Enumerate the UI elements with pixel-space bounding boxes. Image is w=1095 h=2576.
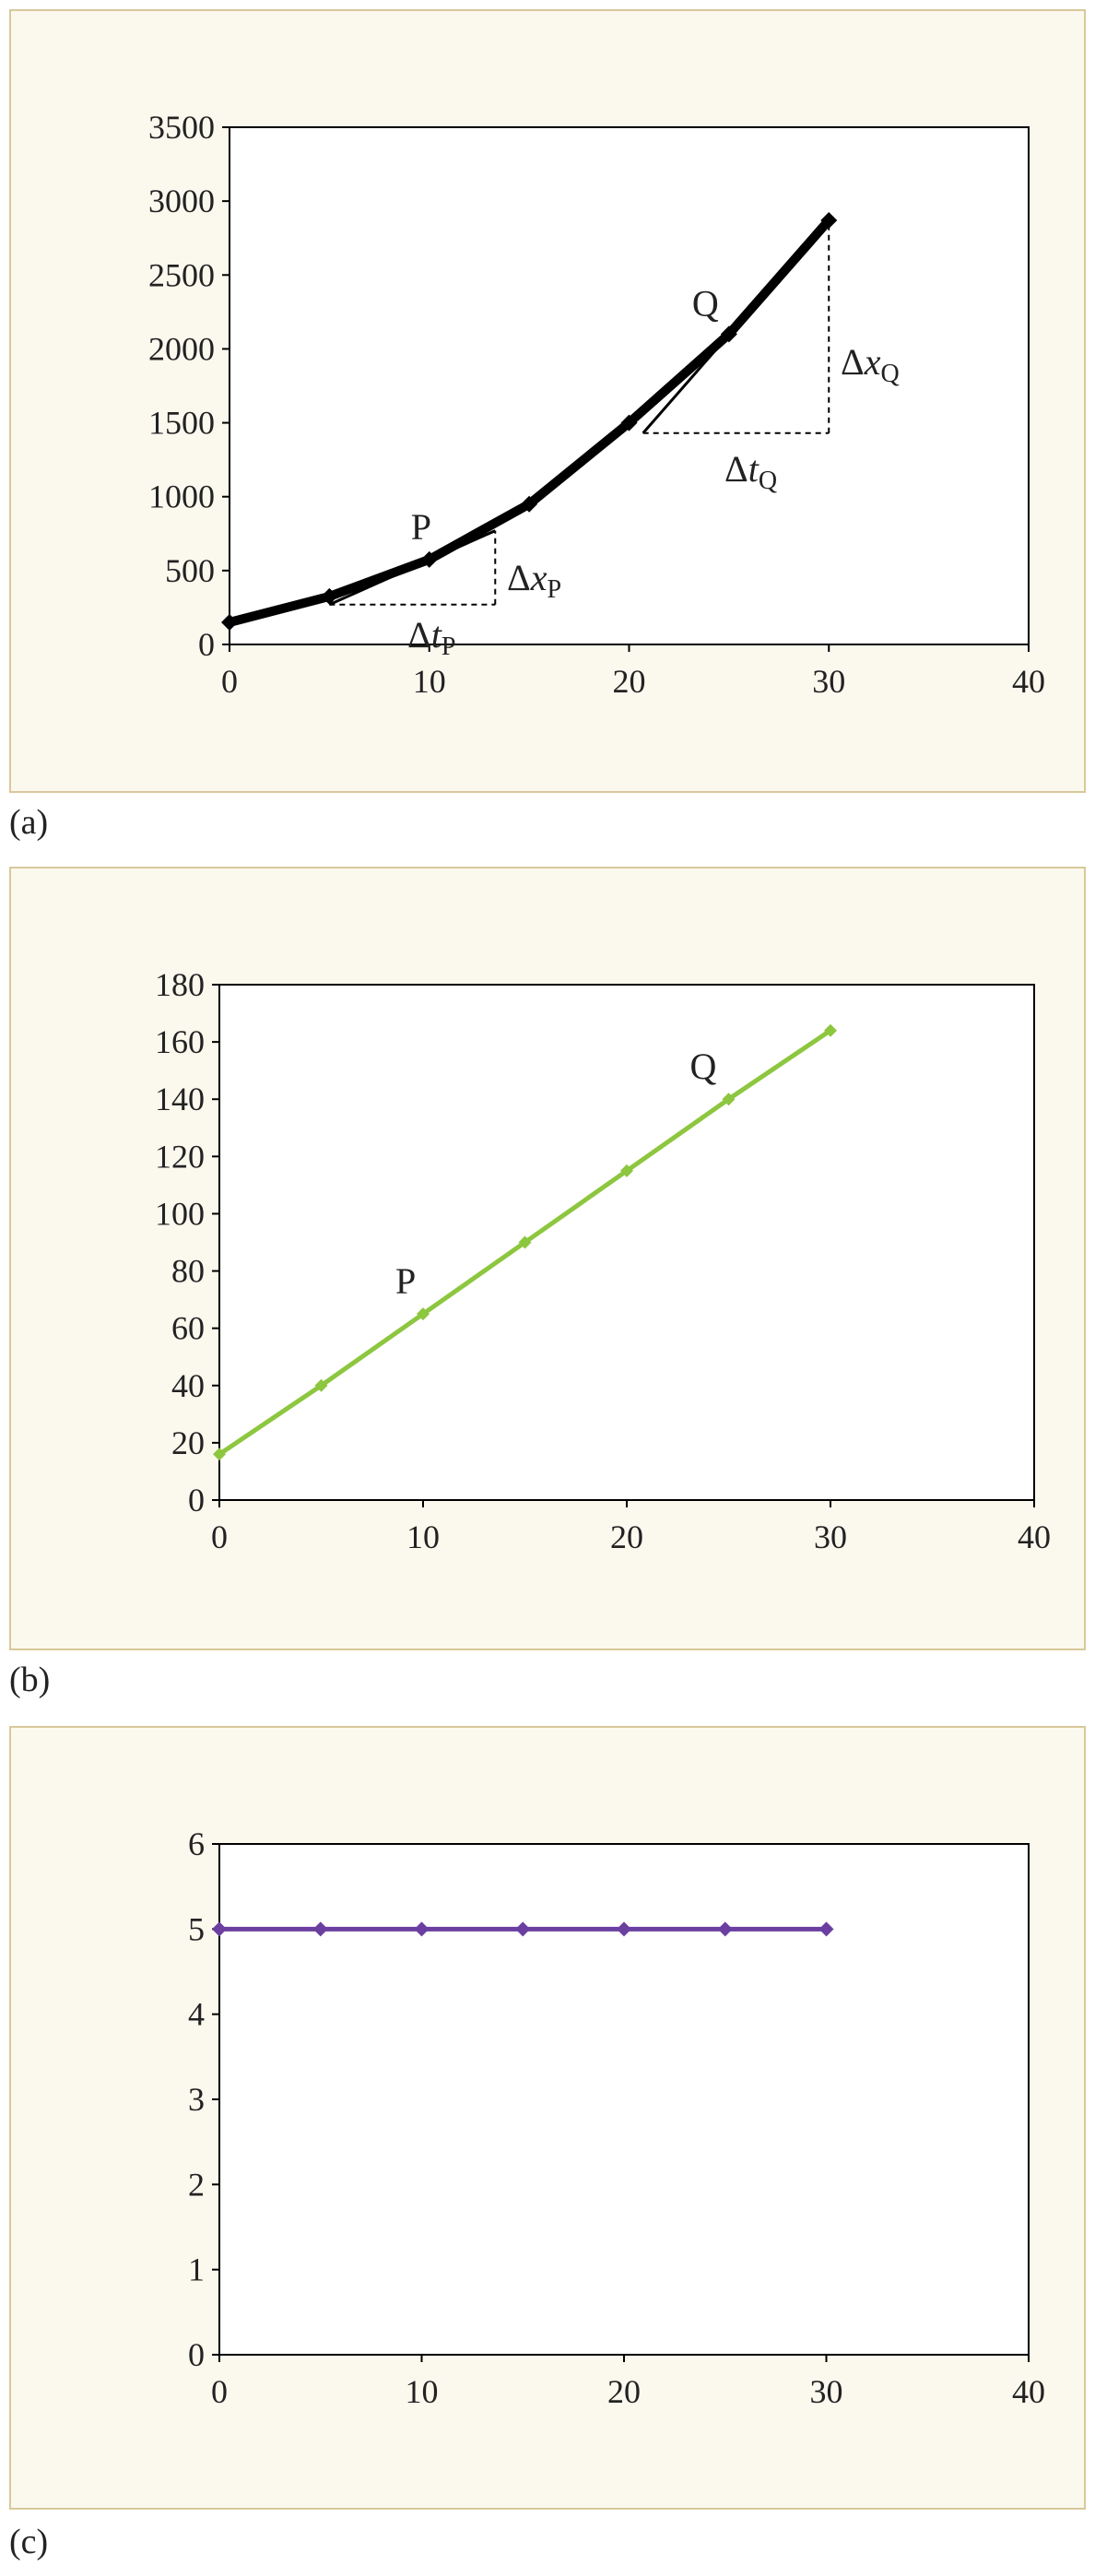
data-point (420, 550, 438, 568)
y-tick-label: 20 (171, 1424, 205, 1461)
y-tick-label: 0 (198, 626, 215, 663)
y-tick-label: 40 (171, 1367, 205, 1404)
y-tick-label: 180 (155, 966, 205, 1003)
x-tick-label: 20 (607, 2373, 641, 2410)
data-point (518, 1235, 532, 1249)
annotation-subscript: Q (759, 467, 777, 495)
plot-area-b (218, 984, 1035, 1501)
annotation-variable: t (748, 448, 759, 490)
annotation-subscript: P (548, 575, 562, 604)
y-tick-label: 500 (165, 552, 215, 589)
y-tick-label: 3000 (148, 183, 215, 219)
data-point (312, 1921, 328, 1937)
annotation-subscript: P (442, 632, 456, 661)
panel-label-b: (b) (9, 1660, 51, 1699)
chart-c-svg: 0 1 2 3 4 5 6 0 10 20 30 40 (188, 1826, 1045, 2410)
y-tick-label: 80 (171, 1253, 205, 1290)
x-tick-label: 30 (812, 663, 845, 700)
data-point (414, 1921, 430, 1937)
chart-panel-a: 0 500 1000 1500 2000 2500 3000 3500 0 10 20 30 40 P Q Δ… (9, 9, 1086, 793)
annotation-subscript: Q (881, 360, 900, 388)
y-tick-label: 100 (155, 1195, 205, 1232)
chart-panel-b: 0 20 40 60 80 100 120 140 160 180 0 10 20 30 40 P Q (9, 867, 1086, 1650)
panel-label-a: (a) (9, 803, 49, 842)
data-point (417, 1307, 430, 1321)
x-tick-label: 0 (211, 2373, 228, 2410)
y-tick-label: 1 (188, 2251, 205, 2288)
x-tick-label: 40 (1012, 663, 1045, 700)
data-point (717, 1921, 733, 1937)
y-tick-label: 0 (188, 1482, 205, 1518)
x-tick-label: 10 (413, 663, 446, 700)
y-tick-label: 1500 (148, 405, 215, 442)
annotation-variable: x (530, 557, 548, 598)
x-tick-label: 0 (211, 1518, 228, 1555)
x-tick-label: 30 (814, 1518, 847, 1555)
annotation-delta-symbol: Δ (724, 448, 748, 490)
plot-area-c (218, 1843, 1030, 2356)
chart-b-svg: 0 20 40 60 80 100 120 140 160 180 0 10 20 30 40 P Q (155, 966, 1051, 1555)
annotation-delta-symbol: Δ (407, 614, 431, 656)
point-label-q: Q (692, 282, 719, 324)
data-point (213, 1448, 226, 1461)
y-tick-label: 1000 (148, 479, 215, 515)
annotation-delta-symbol: Δ (841, 341, 865, 383)
point-label-q: Q (690, 1046, 717, 1087)
data-point (321, 587, 338, 605)
data-point (818, 1921, 834, 1937)
y-tick-label: 6 (188, 1826, 205, 1862)
y-tick-label: 4 (188, 1996, 205, 2033)
data-point (212, 1921, 227, 1937)
data-point (824, 1023, 837, 1037)
y-tick-label: 160 (155, 1023, 205, 1060)
annotation-delta-symbol: Δ (507, 557, 531, 598)
data-point (521, 495, 538, 513)
panel-label-c: (c) (9, 2523, 49, 2561)
data-point (617, 1921, 631, 1937)
x-tick-label: 40 (1018, 1518, 1051, 1555)
data-point (314, 1378, 328, 1392)
y-tick-label: 60 (171, 1310, 205, 1347)
point-label-p: P (411, 506, 431, 548)
x-tick-label: 30 (810, 2373, 843, 2410)
data-point (515, 1921, 531, 1937)
data-point (221, 613, 238, 631)
x-tick-label: 20 (610, 1518, 643, 1555)
y-tick-label: 2500 (148, 256, 215, 293)
plot-area-a (229, 126, 1030, 645)
y-tick-label: 2 (188, 2166, 205, 2203)
data-point (722, 1093, 736, 1106)
y-tick-label: 5 (188, 1910, 205, 1947)
data-point (620, 414, 638, 431)
annotation-variable: t (431, 614, 442, 656)
x-tick-label: 10 (406, 2373, 439, 2410)
x-tick-label: 20 (613, 663, 646, 700)
x-tick-label: 0 (221, 663, 238, 700)
annotation-dx-q: ΔxQ (841, 341, 900, 388)
data-point (720, 325, 737, 343)
y-tick-label: 2000 (148, 330, 215, 367)
y-tick-label: 3 (188, 2081, 205, 2118)
data-point (620, 1164, 633, 1177)
annotation-dx-p: ΔxP (507, 557, 561, 604)
annotation-variable: x (864, 341, 881, 383)
y-tick-label: 120 (155, 1138, 205, 1175)
x-tick-label: 10 (406, 1518, 440, 1555)
chart-panel-c: 0 1 2 3 4 5 6 0 10 20 30 40 (9, 1726, 1086, 2510)
y-tick-label: 140 (155, 1081, 205, 1117)
annotation-dt-q: ΔtQ (724, 448, 777, 495)
x-tick-label: 40 (1012, 2373, 1045, 2410)
data-point (820, 211, 838, 229)
y-tick-label: 0 (188, 2336, 205, 2373)
y-tick-label: 3500 (148, 109, 215, 146)
annotation-dt-p: ΔtP (407, 614, 455, 661)
point-label-p: P (395, 1260, 416, 1302)
